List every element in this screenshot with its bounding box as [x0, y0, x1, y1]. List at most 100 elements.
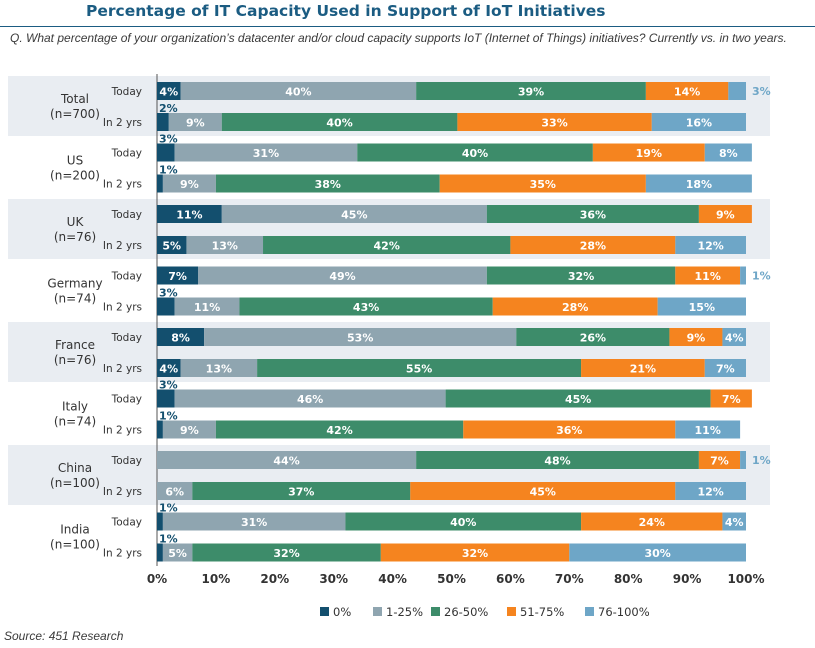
data-label: 16%: [686, 117, 712, 130]
bar-segment: [157, 297, 175, 316]
row-label: Today: [111, 517, 142, 529]
data-label: 26%: [580, 332, 606, 345]
legend-label: 26-50%: [444, 605, 488, 619]
data-label: 7%: [710, 455, 729, 468]
bar-segment: [722, 328, 746, 346]
x-tick-label: 90%: [673, 572, 702, 586]
group-n-label: (n=100): [50, 476, 100, 490]
data-label: 44%: [273, 455, 299, 468]
data-label: 28%: [562, 301, 588, 314]
data-label: 1%: [752, 454, 771, 467]
data-label: 9%: [716, 209, 735, 222]
data-label: 3%: [159, 133, 178, 146]
bar-segment: [221, 205, 487, 223]
legend-swatch: [507, 607, 516, 616]
bar-segment: [728, 82, 746, 100]
bar-segment: [221, 113, 458, 131]
data-label: 46%: [297, 393, 323, 406]
group-n-label: (n=200): [50, 169, 100, 183]
group-n-label: (n=100): [50, 538, 100, 552]
data-label: 8%: [171, 332, 190, 345]
bar-segment: [162, 174, 216, 193]
bar-segment: [457, 113, 652, 131]
data-label: 7%: [722, 393, 741, 406]
group-n-label: (n=76): [54, 353, 96, 367]
row-label: In 2 yrs: [103, 179, 142, 191]
group-label: UK: [67, 215, 85, 229]
row-label: Today: [111, 455, 142, 467]
data-label: 36%: [580, 209, 606, 222]
data-label: 35%: [530, 178, 556, 191]
group-n-label: (n=74): [54, 292, 96, 306]
group-n-label: (n=700): [50, 107, 100, 121]
x-tick-label: 30%: [319, 572, 348, 586]
data-label: 45%: [530, 486, 556, 499]
data-label: 4%: [725, 332, 744, 345]
data-label: 40%: [450, 516, 476, 529]
row-label: In 2 yrs: [103, 548, 142, 560]
bar-segment: [675, 420, 741, 439]
row-label: In 2 yrs: [103, 486, 142, 498]
data-label: 7%: [716, 363, 735, 376]
legend-swatch: [585, 607, 594, 616]
data-label: 4%: [159, 86, 178, 99]
data-label: 49%: [329, 270, 355, 283]
group-label: US: [67, 154, 83, 168]
data-label: 30%: [644, 547, 670, 560]
bar-segment: [698, 451, 741, 469]
bar-segment: [445, 389, 711, 408]
data-label: 43%: [353, 301, 379, 314]
row-label: Today: [111, 332, 142, 344]
data-label: 36%: [556, 424, 582, 437]
data-label: 53%: [347, 332, 373, 345]
data-label: 3%: [752, 85, 771, 98]
data-label: 40%: [326, 117, 352, 130]
survey-question: Q. What percentage of your organization’…: [10, 31, 787, 45]
data-label: 13%: [212, 240, 238, 253]
bar-segment: [698, 205, 752, 223]
legend-label: 76-100%: [598, 605, 650, 619]
bar-segment: [486, 205, 699, 223]
data-label: 12%: [697, 240, 723, 253]
bar-segment: [740, 266, 746, 285]
data-label: 15%: [689, 301, 715, 314]
data-label: 4%: [159, 363, 178, 376]
data-label: 18%: [686, 178, 712, 191]
data-label: 33%: [541, 117, 567, 130]
bar-segment: [157, 328, 205, 346]
bar-segment: [157, 482, 193, 500]
row-label: Today: [111, 148, 142, 160]
bar-segment: [168, 113, 222, 131]
data-label: 38%: [315, 178, 341, 191]
data-label: 13%: [206, 363, 232, 376]
data-label: 9%: [180, 178, 199, 191]
bar-segment: [180, 359, 258, 377]
bar-segment: [516, 328, 670, 346]
bar-segment: [592, 143, 705, 162]
legend-label: 51-75%: [520, 605, 564, 619]
x-tick-label: 70%: [555, 572, 584, 586]
bar-segment: [416, 82, 646, 100]
bar-segment: [157, 143, 175, 162]
data-label: 28%: [580, 240, 606, 253]
data-label: 2%: [159, 102, 178, 115]
bar-segment: [263, 236, 511, 254]
data-label: 19%: [636, 147, 662, 160]
data-label: 31%: [253, 147, 279, 160]
x-tick-label: 40%: [378, 572, 407, 586]
legend-label: 1-25%: [386, 605, 423, 619]
data-label: 7%: [168, 270, 187, 283]
bar-segment: [157, 359, 181, 377]
data-label: 1%: [752, 270, 771, 283]
data-label: 40%: [285, 86, 311, 99]
bar-segment: [645, 82, 729, 100]
bar-segment: [157, 420, 163, 439]
group-label: India: [60, 523, 89, 537]
data-label: 3%: [159, 287, 178, 300]
x-tick-label: 80%: [614, 572, 643, 586]
data-label: 4%: [725, 516, 744, 529]
bar-segment: [569, 543, 746, 562]
row-label: In 2 yrs: [103, 240, 142, 252]
row-label: Today: [111, 271, 142, 283]
